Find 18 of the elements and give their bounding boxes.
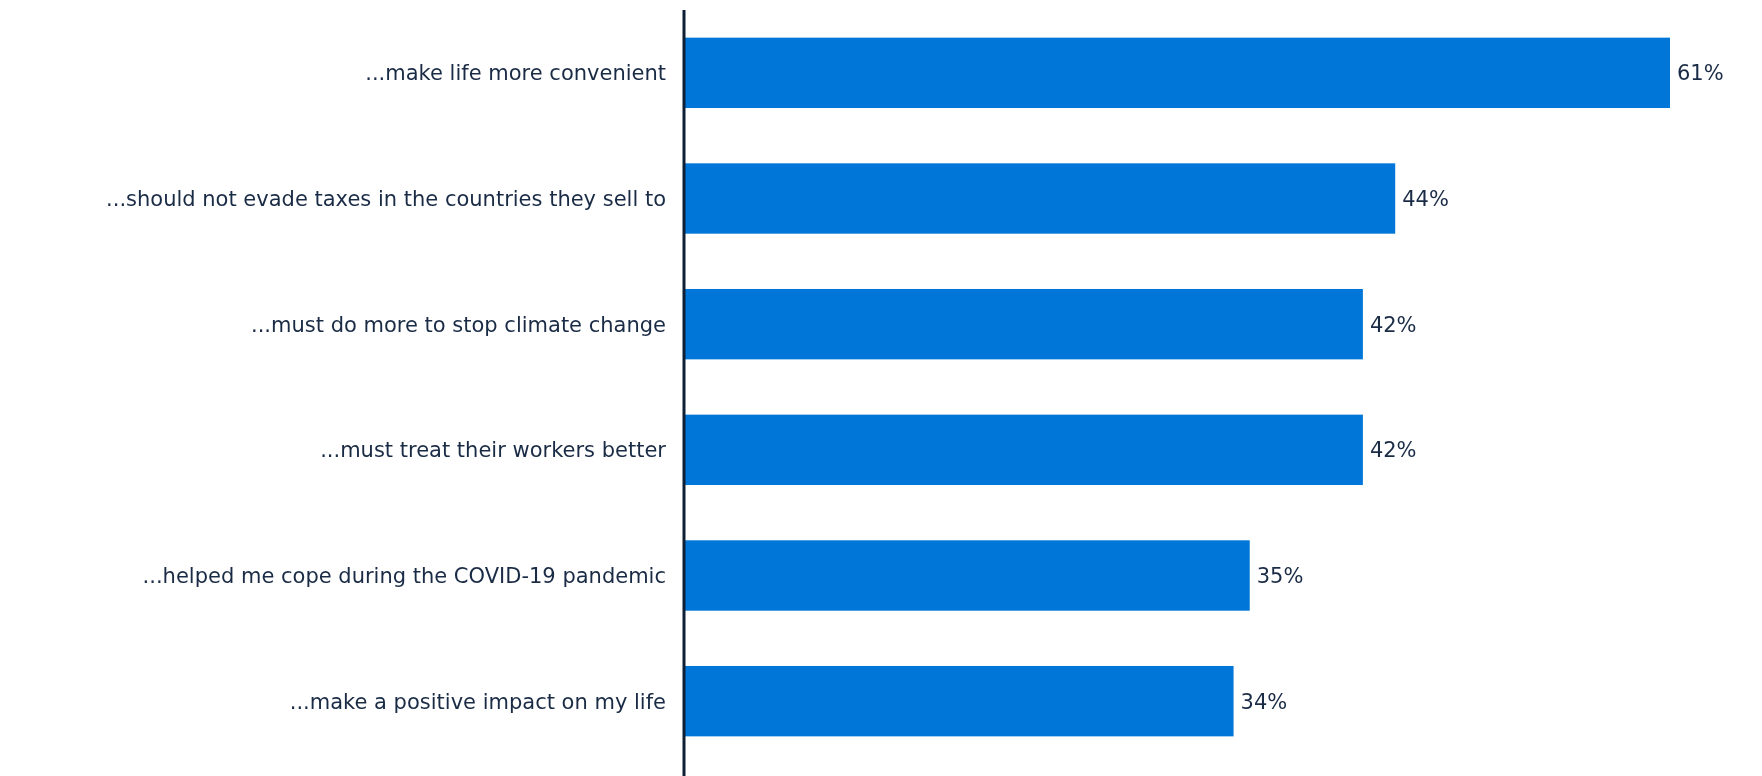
bar bbox=[684, 37, 1670, 109]
data-label: 44% bbox=[1402, 186, 1449, 211]
y-tick-label: ...must treat their workers better bbox=[320, 438, 667, 463]
bar bbox=[684, 414, 1363, 486]
bar bbox=[684, 540, 1250, 611]
y-tick-label: ...make life more convenient bbox=[365, 61, 666, 86]
y-tick-label: ...should not evade taxes in the countries they sell to bbox=[106, 186, 666, 211]
data-label: 61% bbox=[1677, 61, 1724, 86]
data-label: 42% bbox=[1369, 438, 1417, 463]
bar bbox=[684, 288, 1363, 360]
data-label: 42% bbox=[1369, 312, 1417, 337]
data-label: 34% bbox=[1240, 689, 1288, 714]
y-tick-label: ...must do more to stop climate change bbox=[250, 312, 666, 337]
data-label: 35% bbox=[1256, 563, 1304, 588]
bar bbox=[684, 665, 1234, 737]
y-tick-label: ...make a positive impact on my life bbox=[289, 689, 666, 714]
bar bbox=[684, 163, 1396, 234]
y-tick-label: ...helped me cope during the COVID-19 pandemic bbox=[142, 563, 666, 588]
